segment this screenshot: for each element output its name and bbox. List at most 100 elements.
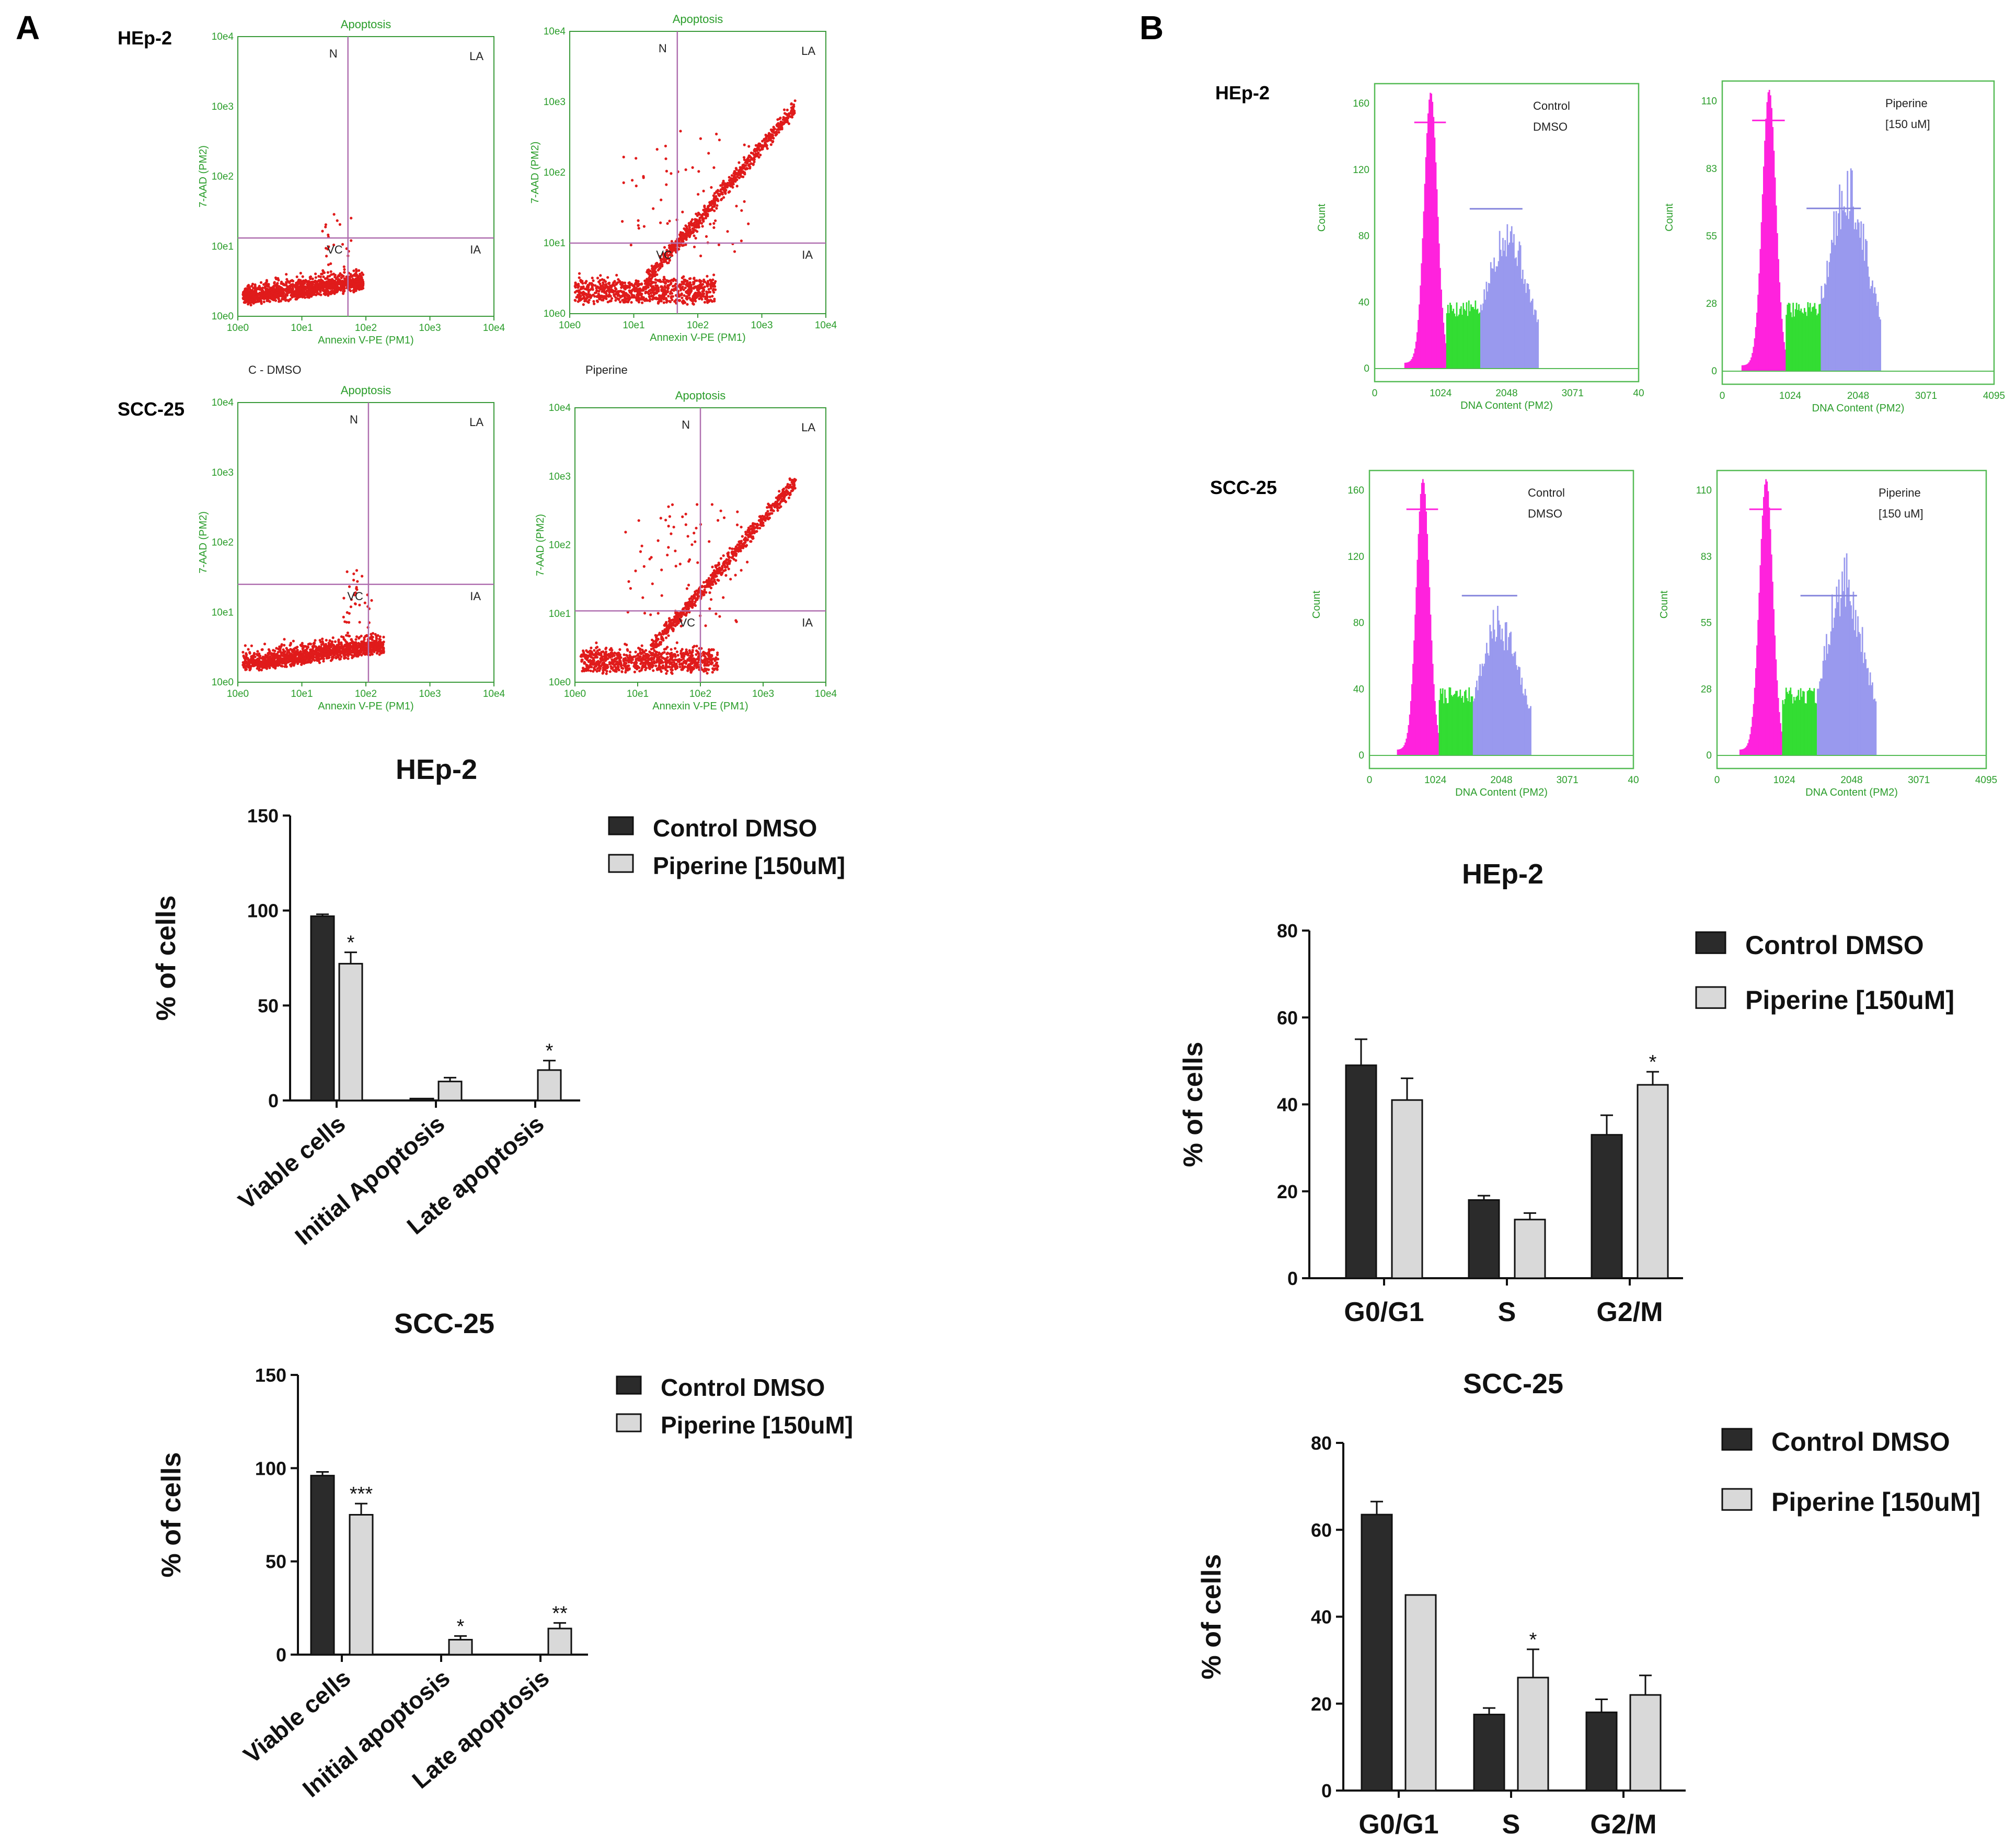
flow-dot (709, 299, 712, 302)
flow-dot (299, 271, 302, 275)
flow-dot (574, 283, 578, 286)
flow-dot (644, 291, 647, 295)
flow-dot (592, 300, 595, 303)
flow-dot (291, 660, 294, 663)
flow-dot (681, 239, 684, 242)
flow-dot (284, 289, 287, 292)
flow-dot (251, 282, 255, 285)
flow-y-tick: 10e4 (544, 26, 566, 37)
flow-dot (668, 244, 671, 247)
flow-dot (649, 297, 652, 301)
flow-dot (382, 647, 385, 650)
flow-dot (329, 286, 332, 290)
flow-dot (670, 172, 673, 175)
flow-dot (347, 634, 350, 637)
flow-dot (342, 280, 345, 283)
flow-dot (276, 284, 279, 287)
flow-dot (298, 288, 302, 291)
flow-dot (353, 643, 356, 646)
flow-dot (329, 291, 332, 294)
flow-dot (587, 283, 591, 286)
flow-dot (617, 666, 620, 669)
flow-x-tick: 10e0 (559, 320, 581, 331)
flow-dot (262, 658, 265, 661)
flow-y-tick: 10e3 (544, 97, 566, 108)
flow-dot (324, 223, 328, 226)
flow-dot (631, 179, 634, 182)
flow-dot (339, 272, 342, 275)
flow-dot (670, 671, 673, 674)
flow-dot (651, 285, 655, 288)
flow-dot (280, 645, 283, 648)
flow-dot (338, 282, 341, 285)
flow-dot (713, 209, 716, 212)
flow-dot (604, 283, 608, 286)
flow-dot (618, 280, 621, 283)
flow-dot (350, 216, 353, 220)
flow-dot (770, 130, 774, 133)
flow-dot (679, 231, 682, 234)
flow-dot (663, 297, 666, 300)
flow-dot (258, 655, 261, 658)
flow-dot (370, 648, 373, 652)
flow-dot (376, 647, 379, 650)
flow-dot (687, 230, 690, 233)
flow-dot (273, 297, 276, 300)
flow-dot (654, 281, 657, 284)
flow-dot (712, 282, 716, 285)
flow-dot (684, 280, 687, 283)
panel-label-b: B (1139, 9, 1163, 47)
flow-dot (731, 547, 734, 550)
flow-dot (740, 209, 743, 212)
flow-dot (371, 636, 374, 639)
flow-dot (328, 274, 331, 278)
flow-dot (360, 635, 363, 638)
flow-dot (242, 655, 245, 658)
flow-dot (355, 586, 358, 589)
flow-dot (706, 300, 709, 303)
flow-x-tick: 10e1 (627, 689, 649, 699)
flow-dot (769, 143, 773, 146)
flow-dot (704, 216, 707, 220)
flow-dot (336, 282, 339, 285)
flow-dot (610, 297, 614, 300)
flow-dot (241, 663, 245, 667)
flow-dot (697, 211, 700, 214)
flow-dot (672, 288, 675, 291)
flow-dot (316, 659, 319, 662)
flow-dot (252, 295, 255, 299)
flow-dot (668, 220, 671, 223)
flow-dot (350, 638, 353, 641)
flow-dot (690, 222, 694, 225)
flow-dot (281, 657, 284, 660)
flow-dot (604, 280, 607, 283)
flow-dot (599, 274, 602, 277)
flow-dot (792, 105, 796, 108)
flow-dot (768, 134, 771, 137)
flow-dot (598, 279, 602, 282)
flow-dot (632, 285, 636, 289)
flow-dot (708, 540, 711, 543)
flow-dot (342, 636, 345, 639)
flow-y-tick: 10e4 (212, 397, 234, 408)
flow-dot (709, 201, 712, 204)
flow-dot (356, 287, 359, 290)
flow-dot (708, 591, 711, 594)
flow-dot (346, 632, 350, 635)
flow-dot (676, 653, 679, 657)
flow-dot (664, 282, 667, 285)
flow-dot (370, 599, 373, 602)
flow-dot (790, 116, 794, 119)
flow-dot (746, 560, 749, 564)
flow-dot (325, 286, 328, 290)
flow-dot (285, 284, 288, 287)
flow-dot (595, 289, 598, 292)
flow-dot (295, 275, 298, 279)
flow-dot (630, 301, 633, 304)
flow-dot (338, 223, 342, 226)
flow-dot (325, 639, 328, 642)
flow-dot (248, 286, 251, 289)
flow-dot (625, 300, 628, 303)
flow-dot (264, 291, 267, 295)
flow-dot (724, 189, 728, 192)
